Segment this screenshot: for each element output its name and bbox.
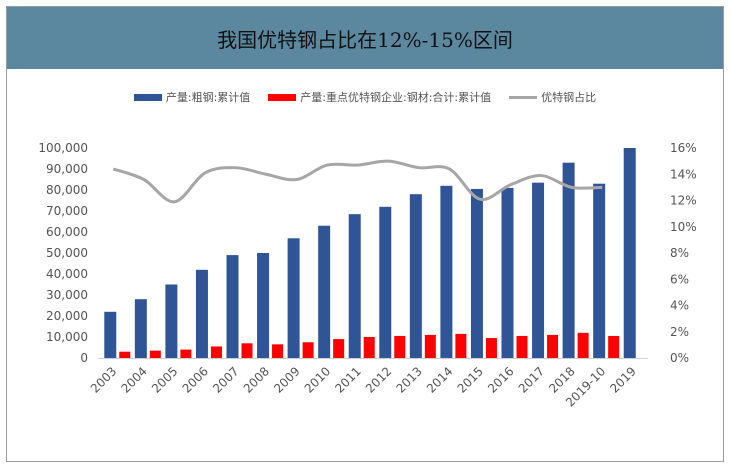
legend-item-line: 优特钢占比 (509, 89, 596, 105)
bar-crude-steel (470, 188, 483, 358)
bar-special-steel (394, 335, 406, 358)
x-tick-label: 2008 (241, 364, 272, 395)
bar-special-steel (149, 350, 161, 358)
y-right-tick-label: 4% (670, 299, 689, 313)
y-left-tick-label: 60,000 (46, 225, 88, 239)
y-left-tick-label: 40,000 (46, 267, 88, 281)
x-tick-label: 2013 (393, 364, 424, 395)
x-tick-label: 2012 (363, 364, 394, 395)
bar-crude-steel (593, 183, 606, 358)
bar-crude-steel (409, 194, 422, 358)
bar-crude-steel (562, 162, 575, 358)
bar-special-steel (241, 343, 253, 358)
x-tick-label: 2009 (271, 364, 302, 395)
bar-crude-steel (348, 214, 361, 358)
x-tick-label: 2015 (455, 364, 486, 395)
left-axis-ticks: 0 10,000 20,000 30,000 40,000 50,000 60,000 70,… (38, 141, 88, 365)
bar-special-steel (516, 335, 528, 358)
bar-crude-steel (532, 182, 545, 358)
x-tick-label: 2010 (302, 364, 333, 395)
x-tick-label: 2017 (516, 364, 547, 395)
y-left-tick-label: 50,000 (46, 246, 88, 260)
legend: 产量:粗钢:累计值 产量:重点优特钢企业:钢材:合计:累计值 优特钢占比 (7, 87, 723, 107)
y-right-tick-label: 2% (670, 325, 689, 339)
y-right-tick-label: 10% (670, 220, 697, 234)
x-tick-label: 2016 (485, 364, 516, 395)
bar-special-steel (333, 339, 345, 358)
bar-special-steel (485, 338, 497, 358)
bar-special-steel (302, 342, 314, 358)
x-tick-label: 2019 (607, 364, 638, 395)
bar-special-steel (424, 334, 436, 358)
bar-special-steel (363, 337, 375, 358)
bar-special-steel (547, 334, 559, 358)
y-right-tick-label: 6% (670, 272, 689, 286)
y-left-tick-label: 80,000 (46, 183, 88, 197)
y-right-tick-label: 12% (670, 194, 697, 208)
bar-special-steel (210, 346, 222, 358)
title-band: 我国优特钢占比在12%-15%区间 (7, 7, 723, 69)
bar-crude-steel (104, 311, 117, 358)
y-right-tick-label: 0% (670, 351, 689, 365)
legend-label-line: 优特钢占比 (541, 91, 597, 104)
y-right-tick-label: 16% (670, 141, 697, 155)
bar-crude-steel (257, 253, 270, 358)
bar-crude-steel (379, 206, 392, 358)
bar-crude-steel (501, 187, 514, 358)
x-axis-ticks: 2003 2004 2005 2006 2007 2008 2009 2010 2011 2012… (88, 364, 639, 409)
y-left-tick-label: 20,000 (46, 309, 88, 323)
bar-crude-steel (165, 284, 178, 358)
bar-crude-steel (318, 225, 331, 358)
y-left-tick-label: 10,000 (46, 330, 88, 344)
y-left-tick-label: 90,000 (46, 162, 88, 176)
bar-crude-steel (195, 269, 208, 358)
bar-crude-steel (134, 299, 147, 358)
series-line-ratio (112, 159, 603, 204)
x-tick-label: 2005 (149, 364, 180, 395)
ratio-line (112, 159, 603, 204)
y-right-tick-label: 8% (670, 246, 689, 260)
x-tick-label: 2014 (424, 364, 455, 395)
y-left-tick-label: 70,000 (46, 204, 88, 218)
bar-crude-steel (623, 148, 636, 358)
bar-special-steel (119, 351, 131, 358)
y-left-tick-label: 30,000 (46, 288, 88, 302)
legend-swatch-bar1 (133, 93, 162, 101)
x-tick-label: 2011 (332, 364, 363, 395)
x-tick-label: 2006 (180, 364, 211, 395)
bar-crude-steel (440, 185, 453, 358)
chart-title: 我国优特钢占比在12%-15%区间 (217, 27, 513, 52)
bars (104, 148, 636, 358)
legend-label-bar2: 产量:重点优特钢企业:钢材:合计:累计值 (300, 91, 492, 104)
bar-special-steel (180, 349, 192, 358)
bar-special-steel (577, 332, 589, 358)
x-tick-label: 2007 (210, 364, 241, 395)
x-tick-label: 2003 (88, 364, 119, 395)
legend-swatch-bar2 (268, 93, 297, 101)
y-right-tick-label: 14% (670, 167, 697, 181)
x-tick-label: 2004 (118, 364, 149, 395)
bar-special-steel (272, 344, 284, 358)
bar-crude-steel (287, 238, 300, 358)
legend-item-bar2: 产量:重点优特钢企业:钢材:合计:累计值 (268, 89, 491, 105)
y-left-tick-label: 0 (80, 351, 88, 365)
legend-swatch-line (509, 95, 538, 99)
bar-crude-steel (226, 255, 239, 358)
bar-special-steel (455, 333, 467, 358)
legend-item-bar1: 产量:粗钢:累计值 (133, 89, 251, 105)
legend-label-bar1: 产量:粗钢:累计值 (165, 91, 251, 104)
right-axis-ticks: 0% 2% 4% 6% 8% 10% 12% 14% 16% (670, 141, 697, 365)
bar-special-steel (608, 335, 620, 358)
y-left-tick-label: 100,000 (38, 141, 88, 155)
